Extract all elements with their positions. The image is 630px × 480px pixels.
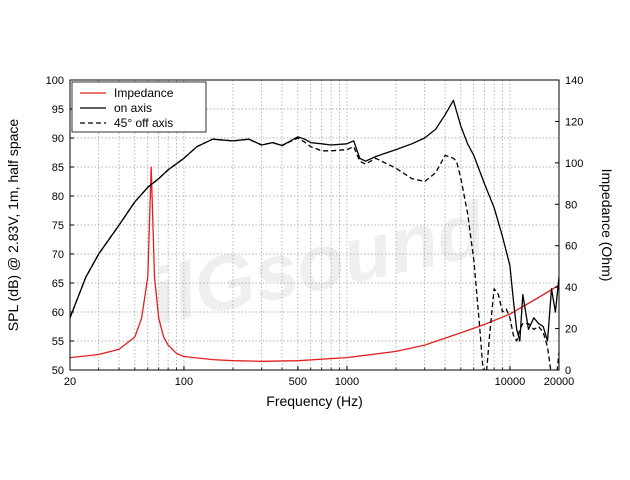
right-tick-label: 40 — [565, 282, 577, 294]
left-tick-label: 50 — [52, 365, 64, 377]
left-tick-label: 95 — [52, 104, 64, 116]
left-axis-ticks: 50 55 60 65 70 75 80 85 90 95 100 — [46, 75, 74, 377]
right-axis-ticks: 0 20 40 60 80 100 120 140 — [555, 75, 583, 377]
legend-label-0: Impedance — [114, 86, 174, 100]
right-tick-label: 140 — [565, 75, 583, 87]
series-lines — [70, 99, 559, 370]
left-tick-label: 65 — [52, 278, 64, 290]
right-tick-label: 20 — [565, 324, 577, 336]
watermark: ilGsound — [143, 184, 493, 341]
series-line-2 — [70, 137, 559, 370]
x-axis-label: Frequency (Hz) — [266, 393, 362, 409]
right-y-axis-label: Impedance (Ohm) — [599, 169, 615, 282]
left-tick-label: 90 — [52, 133, 64, 145]
x-tick-label: 100 — [175, 376, 193, 388]
watermark-text: ilGsound — [143, 184, 493, 341]
right-tick-label: 80 — [565, 199, 577, 211]
x-tick-label: 1000 — [335, 376, 359, 388]
x-tick-label: 20 — [64, 376, 76, 388]
left-y-axis-label: SPL (dB) @ 2.83V, 1m, half space — [5, 119, 21, 332]
right-tick-label: 120 — [565, 116, 583, 128]
left-tick-label: 85 — [52, 162, 64, 174]
x-tick-label: 20000 — [544, 376, 575, 388]
right-tick-label: 0 — [565, 365, 571, 377]
x-axis-ticks: 20 100 500 1000 10000 20000 — [64, 366, 574, 388]
x-tick-label: 10000 — [495, 376, 526, 388]
left-tick-label: 60 — [52, 307, 64, 319]
legend-label-1: on axis — [114, 101, 152, 115]
left-tick-label: 75 — [52, 220, 64, 232]
left-tick-label: 80 — [52, 191, 64, 203]
left-tick-label: 55 — [52, 336, 64, 348]
left-tick-label: 70 — [52, 249, 64, 261]
x-tick-label: 500 — [289, 376, 307, 388]
right-tick-label: 100 — [565, 158, 583, 170]
legend-box — [71, 81, 207, 133]
left-tick-label: 100 — [46, 75, 64, 87]
right-tick-label: 60 — [565, 241, 577, 253]
series-line-0 — [70, 166, 559, 362]
legend-label-2: 45° off axis — [114, 116, 173, 130]
